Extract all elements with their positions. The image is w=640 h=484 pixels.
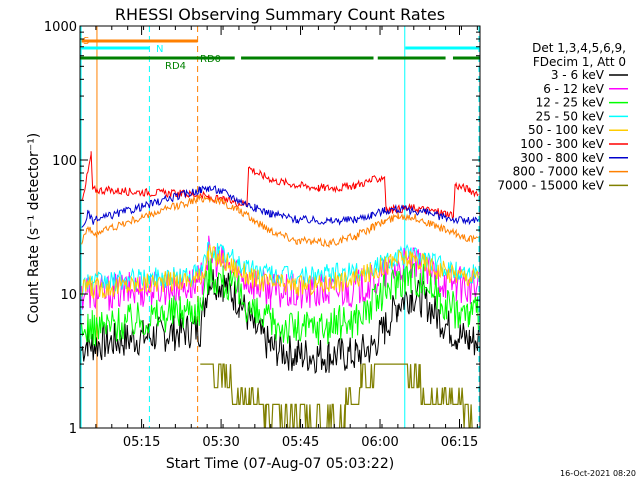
axes: 1 10 100 1000 05:15 05:30 05:45 06:00 06:15 [44,20,481,450]
series-line-0 [81,269,479,374]
y-tick-label: 10 [60,288,77,303]
legend-entry-label: 6 - 12 keV [543,82,605,96]
x-tick-label: 05:15 [123,435,160,450]
y-tick-label: 1 [69,422,77,437]
legend-entry-label: 7000 - 15000 keV [497,178,604,192]
y-tick-label: 100 [52,154,77,169]
x-tick-label: 05:45 [282,435,319,450]
segment-label-3: RD4 [165,61,186,72]
x-tick-label: 06:00 [361,435,398,450]
series-line-6 [81,185,479,228]
plot-area: S N RD0 RD4 [80,26,480,428]
y-axis-label: Count Rate (s⁻¹ detector⁻¹) [26,133,42,323]
legend-entry-label: 12 - 25 keV [536,96,605,110]
legend-entry-label: 50 - 100 keV [528,123,605,137]
legend-header-line: Det 1,3,4,5,6,9, [532,41,626,55]
series-line-2 [81,257,479,347]
y-tick-label: 1000 [44,20,77,35]
segment-label-2: RD0 [200,54,221,65]
legend-entry-label: 3 - 6 keV [551,68,605,82]
legend-header-line: FDecim 1, Att 0 [533,55,626,69]
legend-entry-label: 800 - 7000 keV [513,165,605,179]
legend-entry-label: 300 - 800 keV [520,151,604,165]
segment-label-0: S [83,36,89,47]
x-tick-label: 06:15 [441,435,478,450]
x-axis-label: Start Time (07-Aug-07 05:03:22) [166,456,394,472]
plot-frame [79,25,481,429]
chart-title: RHESSI Observing Summary Count Rates [115,5,445,24]
series-line-5 [81,151,479,221]
footer-timestamp: 16-Oct-2021 08:20 [560,469,636,478]
legend-entry-label: 25 - 50 keV [536,109,605,123]
x-tick-label: 05:30 [202,435,239,450]
legend: Det 1,3,4,5,6,9,FDecim 1, Att 03 - 6 keV… [497,41,628,192]
plot-content [80,26,480,428]
legend-entry-label: 100 - 300 keV [520,137,604,151]
segment-label-1: N [156,44,163,55]
series-line-8 [200,363,473,428]
series-line-7 [81,194,479,249]
series-line-4 [81,244,479,299]
